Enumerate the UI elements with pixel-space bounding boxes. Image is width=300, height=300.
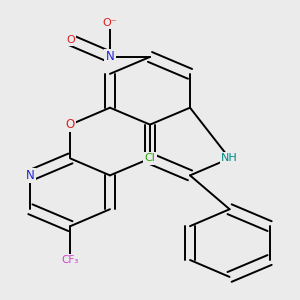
Text: Cl: Cl bbox=[145, 154, 155, 164]
Text: O: O bbox=[66, 118, 75, 131]
Text: N: N bbox=[106, 50, 114, 63]
Text: CF₃: CF₃ bbox=[62, 255, 79, 265]
Text: O⁻: O⁻ bbox=[103, 18, 117, 28]
Text: O: O bbox=[66, 35, 75, 45]
Text: N: N bbox=[26, 169, 35, 182]
Text: NH: NH bbox=[221, 154, 238, 164]
